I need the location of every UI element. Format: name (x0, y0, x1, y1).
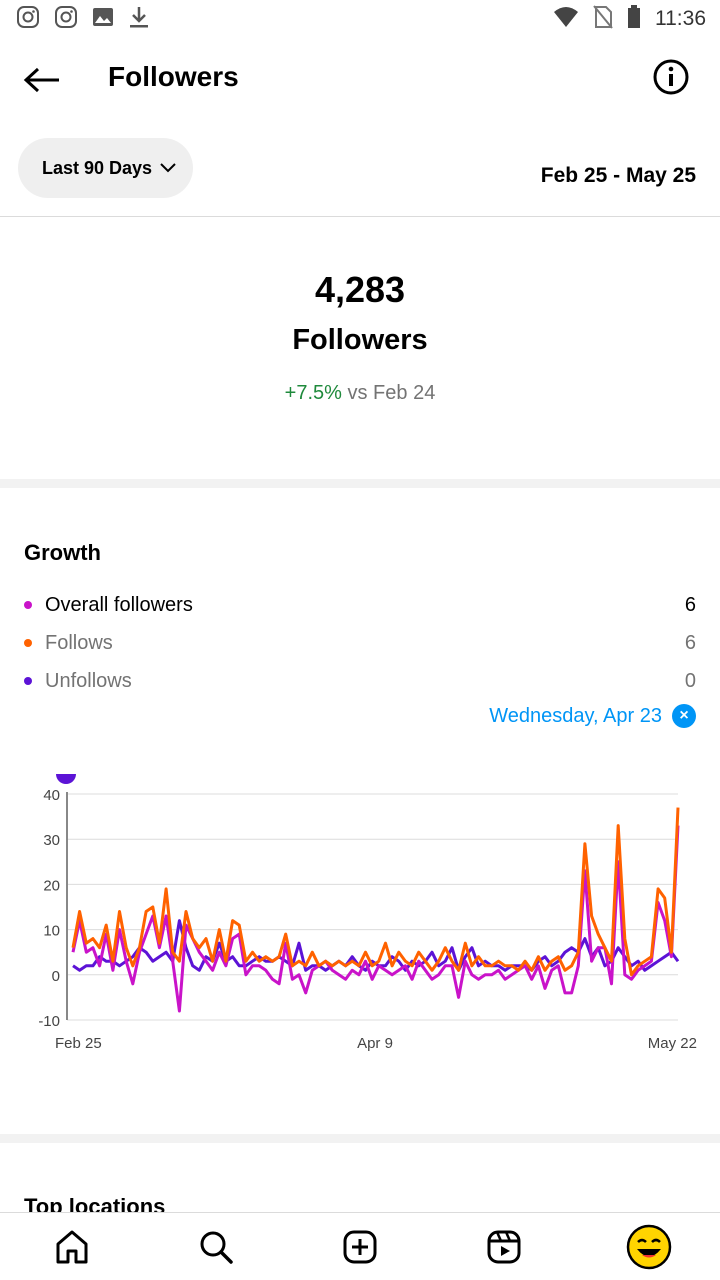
back-button[interactable] (22, 62, 62, 98)
reels-icon (487, 1230, 521, 1264)
legend-value: 6 (684, 631, 696, 654)
page-title: Followers (108, 61, 239, 92)
no-sim-icon (593, 4, 613, 34)
status-bar: 11:36 (0, 0, 720, 38)
section-divider (0, 1134, 720, 1143)
series-line-follows (71, 807, 680, 977)
search-icon (200, 1231, 233, 1264)
x-tick-label: Feb 25 (55, 1035, 102, 1052)
status-time: 11:36 (655, 7, 706, 30)
range-dropdown[interactable]: Last 90 Days (18, 138, 193, 198)
growth-chart[interactable]: 40 30 20 10 0 -10 Feb 25 Apr 9 May 22 (0, 760, 720, 1060)
info-button[interactable] (652, 58, 692, 98)
followers-summary: 4,283 Followers +7.5% vs Feb 24 (0, 266, 720, 405)
clear-selection-icon[interactable]: × (672, 704, 696, 728)
legend-label: Follows (45, 631, 113, 654)
add-post-icon (343, 1230, 377, 1264)
y-tick-label: 30 (43, 832, 60, 849)
followers-label: Followers (292, 324, 428, 356)
growth-chart-svg[interactable]: 40 30 20 10 0 -10 Feb 25 Apr 9 May 22 (0, 760, 720, 1060)
nav-profile[interactable] (626, 1224, 672, 1270)
date-range: Feb 25 - May 25 (540, 164, 696, 187)
growth-legend: Overall followers 6 Follows 6 Unfollows … (24, 586, 696, 700)
legend-dot (24, 677, 32, 685)
x-tick-label: Apr 9 (357, 1035, 393, 1052)
section-divider (0, 479, 720, 488)
followers-change: +7.5% vs Feb 24 (0, 382, 720, 405)
chevron-down-icon (160, 163, 176, 173)
image-icon (92, 6, 114, 33)
y-tick-label: 0 (52, 968, 60, 985)
followers-count: 4,283 (314, 269, 406, 310)
battery-icon (627, 4, 641, 34)
instagram-icon (16, 5, 40, 34)
y-tick-label: -10 (38, 1013, 60, 1030)
legend-row-unfollows: Unfollows 0 (24, 662, 696, 700)
y-tick-label: 10 (43, 923, 60, 940)
legend-dot (24, 639, 32, 647)
divider (0, 216, 720, 217)
legend-value: 0 (684, 669, 696, 692)
nav-search[interactable] (196, 1227, 236, 1267)
bottom-nav (0, 1212, 720, 1280)
legend-label: Unfollows (45, 669, 132, 692)
info-icon (653, 59, 689, 95)
change-percent: +7.5% (284, 382, 342, 404)
selected-date-label: Wednesday, Apr 23 (489, 704, 662, 727)
range-dropdown-label: Last 90 Days (42, 157, 153, 178)
instagram-icon (54, 5, 78, 34)
top-bar: Followers (0, 38, 720, 122)
change-comparison: vs Feb 24 (341, 382, 436, 404)
series-line-overall-followers (71, 825, 680, 1013)
legend-dot (24, 601, 32, 609)
back-arrow-icon (23, 67, 59, 93)
nav-create[interactable] (340, 1227, 380, 1267)
nav-home[interactable] (52, 1227, 92, 1267)
profile-avatar-icon (626, 1224, 672, 1270)
legend-value: 6 (684, 593, 696, 616)
wifi-icon (553, 6, 579, 33)
legend-row-follows: Follows 6 (24, 624, 696, 662)
legend-row-overall: Overall followers 6 (24, 586, 696, 624)
selection-marker (56, 774, 76, 784)
nav-reels[interactable] (484, 1227, 524, 1267)
filter-row: Last 90 Days Feb 25 - May 25 (0, 138, 720, 198)
y-tick-label: 20 (43, 877, 60, 894)
home-icon (56, 1230, 88, 1264)
download-icon (128, 5, 150, 34)
legend-label: Overall followers (45, 593, 193, 616)
y-tick-label: 40 (43, 787, 60, 804)
growth-title: Growth (24, 540, 101, 565)
selected-date[interactable]: Wednesday, Apr 23 × (489, 704, 696, 728)
x-tick-label: May 22 (648, 1035, 697, 1052)
